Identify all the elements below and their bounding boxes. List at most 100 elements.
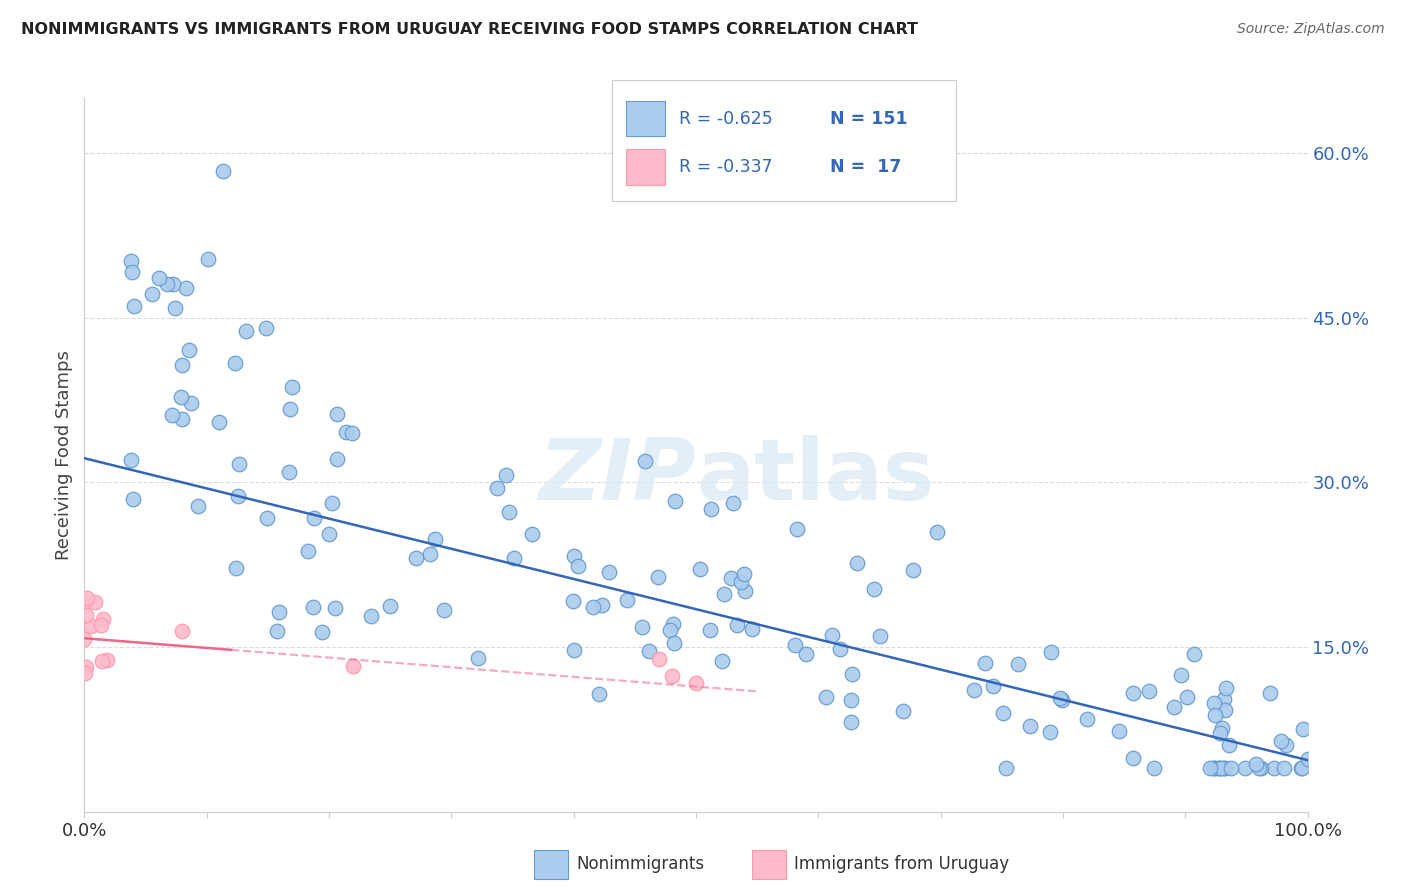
Y-axis label: Receiving Food Stamps: Receiving Food Stamps [55,350,73,560]
Point [720,571,742,585]
Point [228,457,250,471]
Point [1108,723,1130,738]
Point [162,277,184,291]
Point [783,638,806,652]
Point [638,644,661,658]
Point [302,510,325,524]
Point [1175,690,1198,705]
Point [662,636,685,650]
Point [211,163,233,178]
Point [156,277,179,292]
Point [1049,690,1071,705]
Point [75,660,97,674]
Point [1250,761,1272,775]
Text: ZIP: ZIP [538,434,696,518]
Point [121,491,143,506]
Point [224,356,246,370]
Point [172,359,194,373]
Point [340,426,363,441]
Point [1208,761,1230,775]
Point [495,468,517,483]
Point [267,605,290,619]
Point [1274,738,1296,752]
Point [1296,752,1319,766]
Point [225,561,247,575]
Point [891,704,914,718]
Point [278,402,301,417]
Point [630,620,652,634]
Point [467,651,489,665]
Point [1215,681,1237,695]
Point [187,499,209,513]
Point [598,566,620,580]
Point [163,301,186,316]
Point [323,600,346,615]
Point [325,407,347,421]
Point [321,496,343,510]
Point [991,706,1014,721]
Point [177,343,200,357]
Point [1211,721,1233,735]
Point [1249,761,1271,775]
Text: N =  17: N = 17 [830,158,901,176]
Point [994,761,1017,775]
Point [721,496,744,510]
Point [96,652,118,666]
Point [141,286,163,301]
Point [1170,668,1192,682]
Point [485,481,508,495]
Point [963,682,986,697]
Text: Source: ZipAtlas.com: Source: ZipAtlas.com [1237,22,1385,37]
Point [311,625,333,640]
Point [75,607,97,622]
Point [1039,725,1062,739]
Point [974,657,997,671]
Point [616,593,638,607]
Point [925,525,948,540]
Point [170,390,193,404]
Point [562,594,585,608]
Point [1039,645,1062,659]
Point [1007,657,1029,671]
Point [1213,692,1236,706]
Point [1199,761,1222,775]
Point [1142,761,1164,775]
Point [661,669,683,683]
Point [869,629,891,643]
Point [634,454,657,468]
Point [80,619,103,633]
Point [581,599,603,614]
Point [1204,761,1226,775]
Point [685,676,707,690]
Point [1244,757,1267,772]
Point [711,654,734,668]
Point [821,628,844,642]
Point [1209,726,1232,740]
Point [160,408,183,422]
Point [1258,685,1281,699]
Point [256,511,278,525]
Point [76,594,98,608]
Point [278,466,301,480]
Point [520,527,543,541]
Point [567,558,589,573]
Point [502,550,524,565]
Point [301,599,323,614]
Point [794,648,817,662]
Point [1122,686,1144,700]
Point [588,687,610,701]
Point [1122,750,1144,764]
Text: R = -0.337: R = -0.337 [679,158,773,176]
Point [1219,761,1241,775]
Point [335,425,357,440]
Point [120,253,142,268]
Point [661,617,683,632]
Point [180,396,202,410]
Point [1211,761,1233,775]
Point [318,527,340,541]
Point [124,299,146,313]
Point [828,642,851,657]
Point [281,380,304,394]
Point [433,603,456,617]
Point [1019,719,1042,733]
